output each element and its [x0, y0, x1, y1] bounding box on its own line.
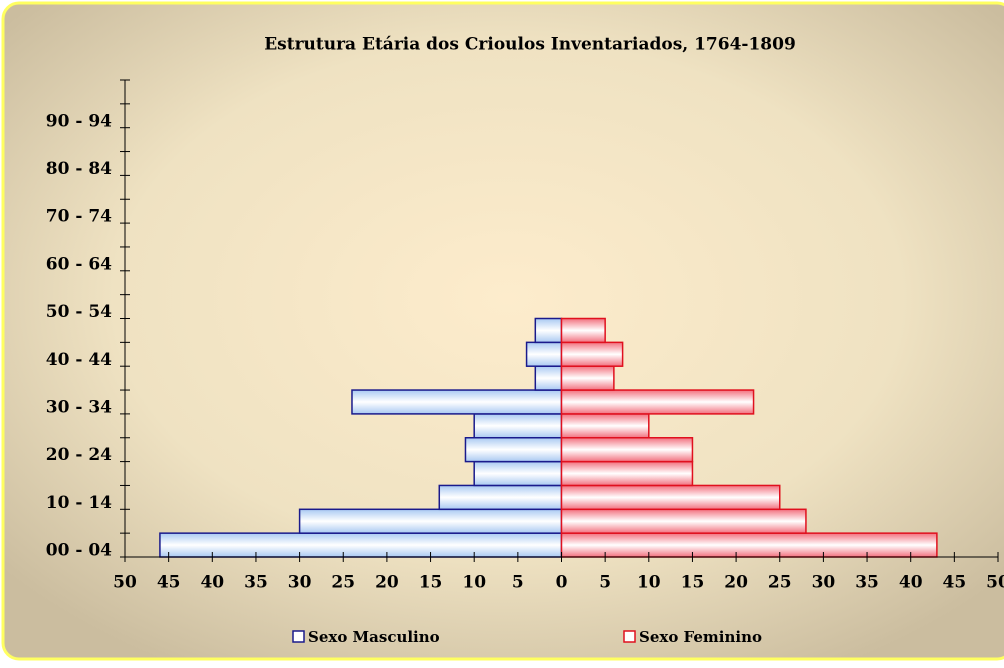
bar: [534, 317, 563, 344]
bar: [473, 460, 563, 487]
x-tick-label: 40: [899, 573, 923, 593]
bar: [560, 389, 755, 415]
bar: [464, 437, 563, 463]
x-tick-label: 5: [599, 573, 611, 593]
legend-swatch: [623, 630, 636, 643]
y-tick-label: 50 - 54: [46, 302, 112, 322]
bar: [560, 508, 807, 534]
bar: [438, 484, 563, 511]
bar: [473, 413, 563, 439]
x-tick-label: 35: [244, 573, 268, 593]
x-tick-label: 50: [113, 573, 137, 593]
x-tick-label: 45: [157, 573, 181, 593]
legend-label: Sexo Masculino: [308, 628, 440, 646]
x-tick-label: 45: [943, 573, 967, 593]
x-tick-label: 25: [331, 573, 355, 593]
bar: [534, 365, 563, 391]
chart-title: Estrutura Etária dos Crioulos Inventaria…: [264, 35, 796, 55]
x-tick-label: 40: [200, 573, 224, 593]
bar: [560, 460, 694, 487]
y-tick-label: 70 - 74: [46, 207, 112, 227]
y-tick-label: 10 - 14: [46, 493, 112, 513]
x-tick-label: 15: [419, 573, 443, 593]
legend-swatch: [292, 630, 305, 643]
bar: [560, 317, 606, 344]
x-tick-label: 5: [512, 573, 524, 593]
bar: [560, 341, 624, 367]
x-tick-label: 10: [637, 573, 661, 593]
legend-label: Sexo Feminino: [639, 628, 762, 646]
y-tick-label: 80 - 84: [46, 159, 112, 179]
bar: [560, 365, 615, 391]
bar: [351, 389, 563, 415]
bar: [525, 341, 563, 367]
x-tick-label: 30: [812, 573, 836, 593]
bar: [159, 532, 563, 558]
x-tick-label: 0: [556, 573, 568, 593]
bar: [560, 437, 694, 463]
y-tick-label: 90 - 94: [46, 111, 112, 131]
y-tick-label: 30 - 34: [46, 397, 112, 417]
x-tick-label: 10: [462, 573, 486, 593]
x-tick-label: 20: [724, 573, 748, 593]
x-tick-label: 50: [986, 573, 1004, 593]
x-tick-label: 25: [768, 573, 792, 593]
bar: [560, 484, 781, 511]
x-tick-label: 15: [681, 573, 705, 593]
y-tick-label: 20 - 24: [46, 445, 112, 465]
y-tick-label: 60 - 64: [46, 254, 112, 274]
bar: [560, 413, 650, 439]
y-tick-label: 40 - 44: [46, 350, 112, 370]
y-tick-label: 00 - 04: [46, 541, 112, 561]
x-tick-label: 35: [855, 573, 879, 593]
x-tick-label: 30: [288, 573, 312, 593]
x-tick-label: 20: [375, 573, 399, 593]
bar: [298, 508, 563, 534]
bar: [560, 532, 938, 558]
